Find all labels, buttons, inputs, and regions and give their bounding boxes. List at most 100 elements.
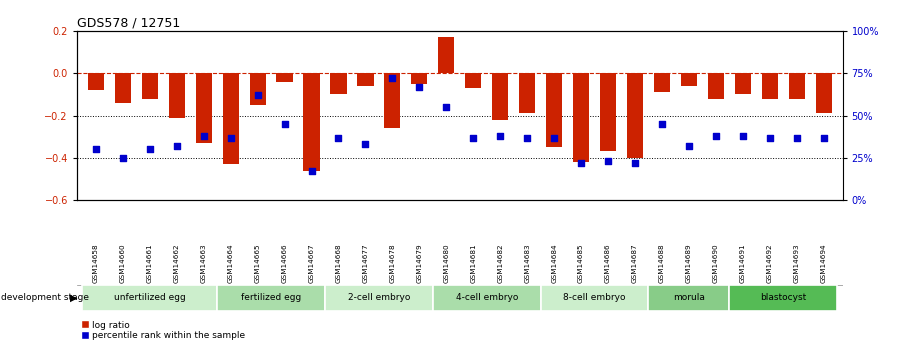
Text: GSM14683: GSM14683	[525, 243, 530, 283]
Point	[493, 133, 507, 139]
Bar	[680, 73, 697, 86]
Bar	[815, 73, 832, 114]
Text: GSM14664: GSM14664	[227, 243, 234, 283]
Text: GSM14682: GSM14682	[497, 243, 503, 283]
Text: GSM14692: GSM14692	[766, 243, 773, 283]
Point	[655, 121, 670, 127]
Text: unfertilized egg: unfertilized egg	[114, 293, 186, 302]
Text: GSM14665: GSM14665	[255, 243, 261, 283]
Point	[332, 135, 346, 140]
Bar	[735, 73, 751, 95]
Text: development stage: development stage	[1, 293, 89, 302]
Bar	[169, 73, 185, 118]
Point	[385, 76, 400, 81]
Bar	[304, 73, 320, 170]
Text: GSM14688: GSM14688	[659, 243, 665, 283]
Text: GSM14658: GSM14658	[93, 243, 99, 283]
Text: GSM14690: GSM14690	[713, 243, 718, 283]
Bar	[654, 73, 670, 92]
Bar	[541, 285, 649, 310]
Point	[224, 135, 238, 140]
Text: GSM14684: GSM14684	[551, 243, 557, 283]
Bar	[546, 73, 563, 147]
Point	[466, 135, 480, 140]
Text: GSM14668: GSM14668	[335, 243, 342, 283]
Text: GSM14694: GSM14694	[821, 243, 826, 283]
Text: GSM14679: GSM14679	[417, 243, 422, 283]
Text: GSM14691: GSM14691	[740, 243, 746, 283]
Text: 4-cell embryo: 4-cell embryo	[456, 293, 518, 302]
Point	[520, 135, 535, 140]
Point	[277, 121, 292, 127]
Text: GSM14685: GSM14685	[578, 243, 584, 283]
Bar	[357, 73, 373, 86]
Text: GSM14663: GSM14663	[201, 243, 207, 283]
Point	[681, 143, 696, 149]
Bar	[276, 73, 293, 82]
Text: morula: morula	[673, 293, 705, 302]
Text: GSM14687: GSM14687	[632, 243, 638, 283]
Point	[547, 135, 562, 140]
Point	[358, 141, 372, 147]
Bar	[788, 73, 805, 99]
Text: GSM14662: GSM14662	[174, 243, 179, 283]
Point	[412, 84, 427, 90]
Point	[628, 160, 642, 166]
Text: GSM14661: GSM14661	[147, 243, 153, 283]
Point	[116, 155, 130, 160]
Bar	[600, 73, 616, 151]
Point	[573, 160, 588, 166]
Bar	[384, 73, 400, 128]
Bar	[729, 285, 837, 310]
Text: GSM14678: GSM14678	[390, 243, 395, 283]
Point	[439, 104, 454, 110]
Bar	[762, 73, 778, 99]
Point	[816, 135, 831, 140]
Bar	[519, 73, 535, 114]
Bar	[217, 285, 325, 310]
Text: GDS578 / 12751: GDS578 / 12751	[77, 17, 180, 30]
Text: 8-cell embryo: 8-cell embryo	[564, 293, 626, 302]
Point	[789, 135, 804, 140]
Text: GSM14666: GSM14666	[282, 243, 287, 283]
Bar	[331, 73, 347, 95]
Bar	[708, 73, 724, 99]
Text: GSM14677: GSM14677	[362, 243, 369, 283]
Bar	[627, 73, 643, 158]
Bar	[196, 73, 212, 143]
Point	[197, 133, 211, 139]
Bar	[573, 73, 589, 162]
Bar	[88, 73, 104, 90]
Bar	[465, 73, 481, 88]
Bar	[249, 73, 265, 105]
Bar	[411, 73, 428, 84]
Text: GSM14667: GSM14667	[309, 243, 314, 283]
Point	[169, 143, 184, 149]
Text: GSM14689: GSM14689	[686, 243, 692, 283]
Point	[142, 147, 157, 152]
Text: fertilized egg: fertilized egg	[241, 293, 301, 302]
Legend: log ratio, percentile rank within the sample: log ratio, percentile rank within the sa…	[82, 321, 246, 341]
Bar	[115, 73, 131, 103]
Point	[89, 147, 103, 152]
Text: GSM14680: GSM14680	[443, 243, 449, 283]
Point	[763, 135, 777, 140]
Bar	[433, 285, 541, 310]
Bar	[649, 285, 729, 310]
Bar	[82, 285, 217, 310]
Point	[250, 92, 265, 98]
Bar	[141, 73, 158, 99]
Bar	[492, 73, 508, 120]
Bar	[439, 37, 455, 73]
Text: GSM14660: GSM14660	[120, 243, 126, 283]
Point	[736, 133, 750, 139]
Text: 2-cell embryo: 2-cell embryo	[348, 293, 410, 302]
Bar	[325, 285, 433, 310]
Text: GSM14686: GSM14686	[605, 243, 611, 283]
Text: GSM14693: GSM14693	[794, 243, 800, 283]
Bar	[223, 73, 239, 164]
Text: ▶: ▶	[70, 293, 77, 303]
Text: blastocyst: blastocyst	[760, 293, 806, 302]
Point	[708, 133, 723, 139]
Point	[601, 158, 615, 164]
